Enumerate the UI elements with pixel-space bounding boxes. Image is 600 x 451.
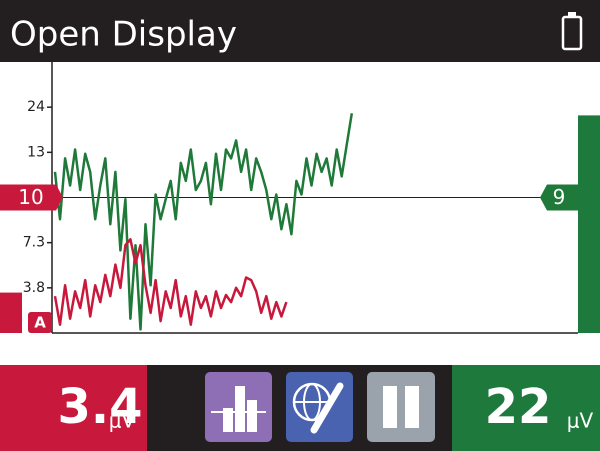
readout-value: 3.4: [57, 379, 142, 435]
y-tick-label: 3.8: [23, 280, 45, 296]
right-level-bar: [578, 115, 600, 333]
button-settings[interactable]: [286, 372, 353, 442]
right-marker-bg: [540, 184, 578, 211]
left-level-bar: [0, 292, 22, 333]
icon-part: [223, 408, 233, 432]
battery-body: [561, 15, 583, 51]
channel-badge: [28, 312, 52, 333]
left-marker-label: 10: [18, 185, 43, 209]
y-tick-label: 13: [27, 144, 45, 160]
y-tick-label: 7.3: [23, 235, 45, 251]
channel-label: A: [34, 314, 46, 332]
right-marker-label: 9: [553, 185, 566, 209]
icon-part: [235, 386, 245, 432]
icon-part: [310, 382, 344, 434]
readout-bg: [0, 365, 147, 451]
data-line: [53, 113, 354, 331]
battery-icon: [561, 12, 583, 51]
icon-part: [247, 400, 257, 432]
icon-part: [383, 386, 397, 428]
readout-unit: μV: [567, 409, 594, 433]
readout-bg: [452, 365, 600, 451]
button-pause-bg[interactable]: [367, 372, 435, 442]
data-line: [53, 238, 288, 326]
left-marker-bg: [0, 184, 63, 211]
icon-part: [405, 386, 419, 428]
readout-unit: μV: [109, 409, 136, 433]
header-bar: [0, 0, 600, 62]
button-chart[interactable]: [205, 372, 272, 442]
y-tick-label: 24: [27, 99, 45, 115]
button-pause[interactable]: [367, 372, 435, 442]
readout-value: 22: [485, 379, 552, 435]
title: Open Display: [10, 15, 237, 55]
battery-tip: [568, 12, 576, 17]
